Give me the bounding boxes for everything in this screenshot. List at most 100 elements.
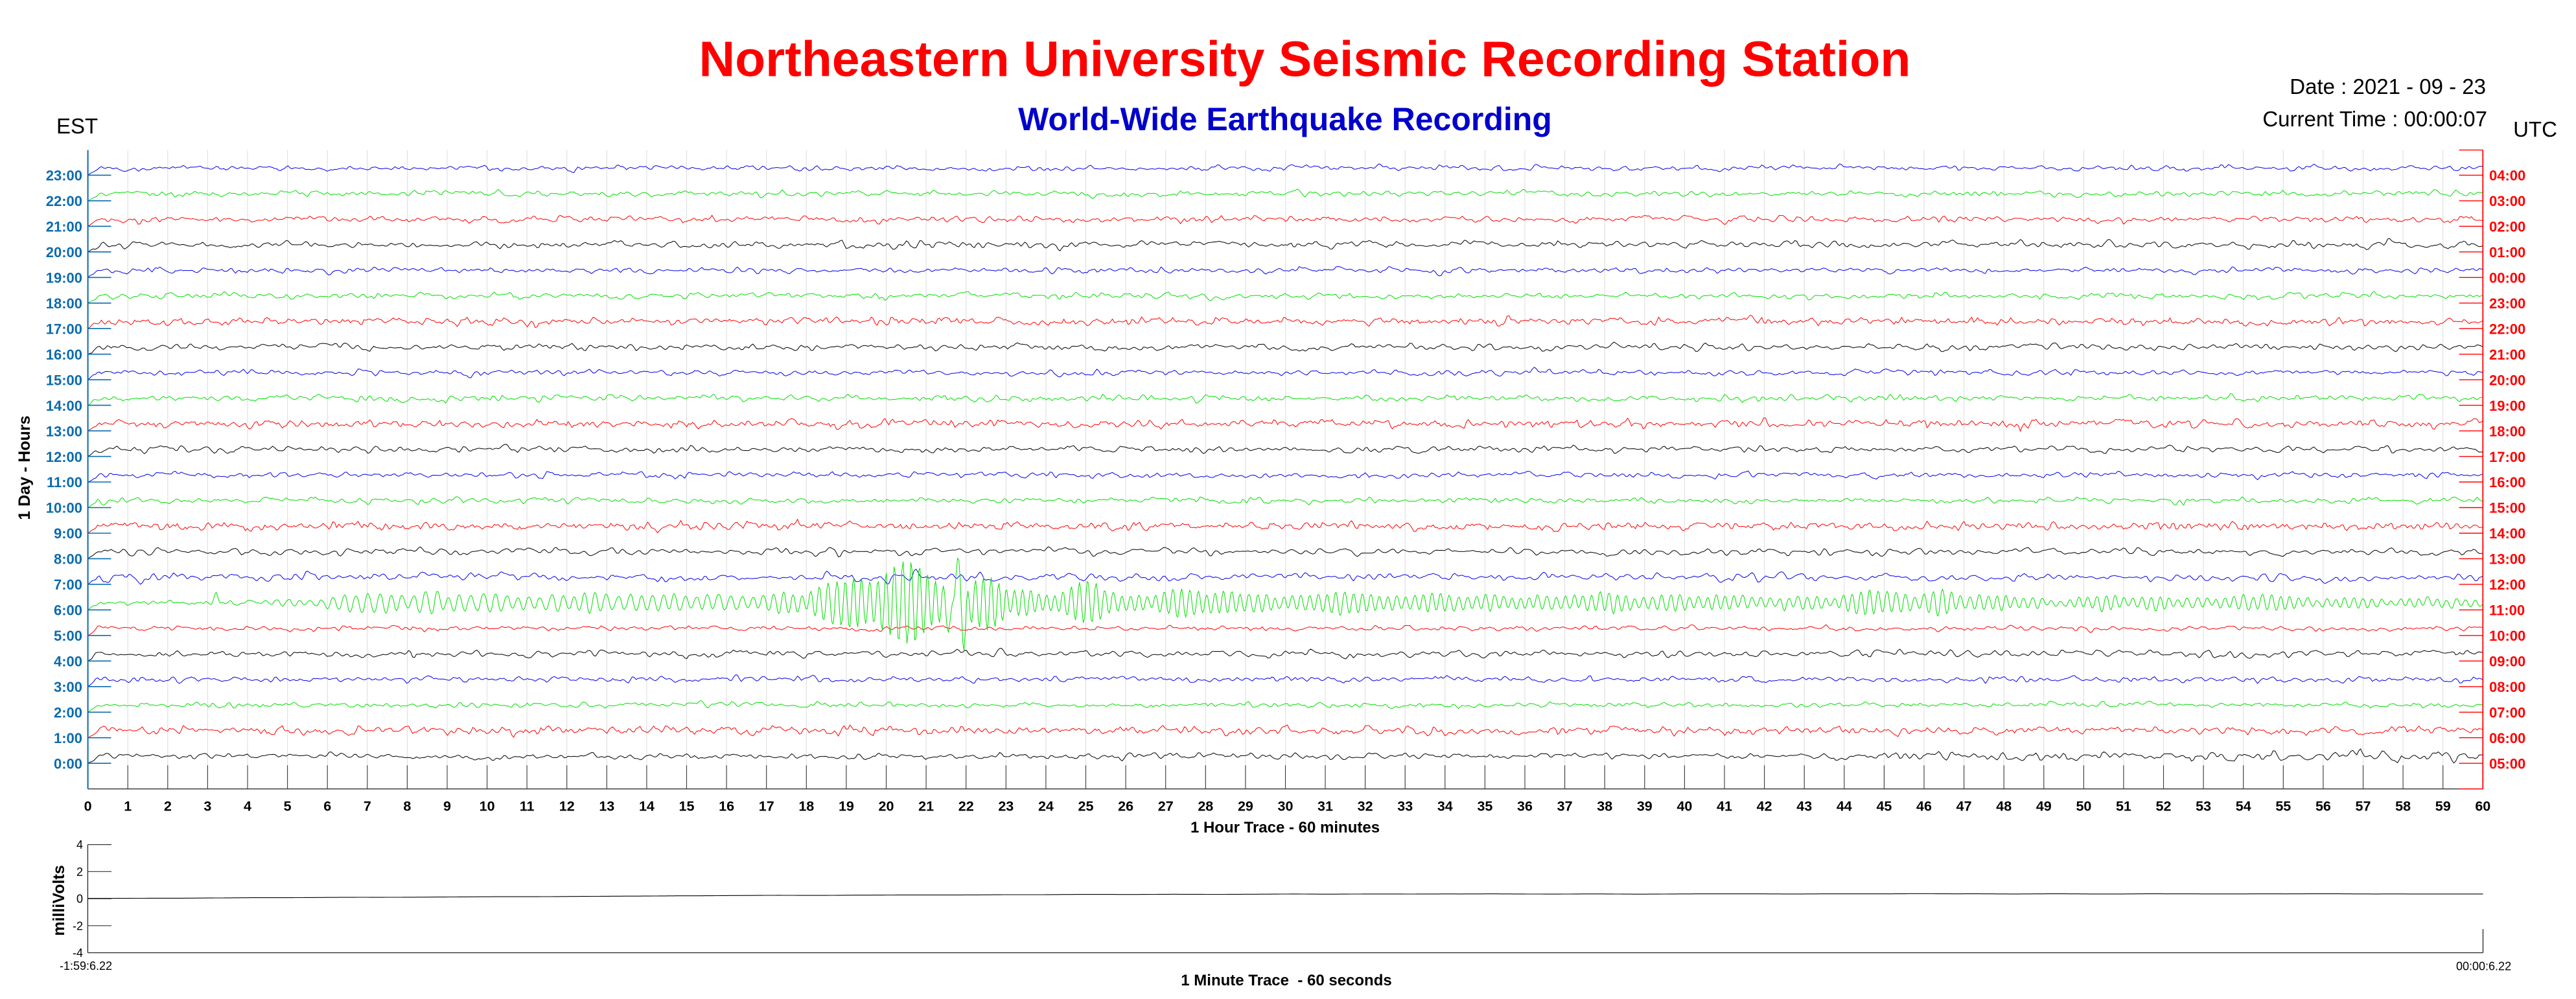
svg-text:15:00: 15:00 [46,372,82,388]
svg-text:20: 20 [879,799,894,814]
svg-text:14:00: 14:00 [2489,525,2525,542]
svg-text:0: 0 [84,799,92,814]
svg-text:35: 35 [1477,799,1492,814]
svg-text:21: 21 [918,799,934,814]
svg-text:-1:59:6.22: -1:59:6.22 [60,959,112,972]
svg-text:22:00: 22:00 [2489,321,2525,337]
svg-text:10: 10 [480,799,495,814]
svg-text:4:00: 4:00 [54,654,82,670]
svg-text:28: 28 [1198,799,1213,814]
svg-text:14:00: 14:00 [46,398,82,414]
svg-text:47: 47 [1956,799,1972,814]
svg-text:13:00: 13:00 [46,423,82,439]
svg-text:46: 46 [1916,799,1932,814]
svg-text:23:00: 23:00 [2489,295,2525,312]
svg-text:17:00: 17:00 [2489,449,2525,465]
svg-text:40: 40 [1677,799,1692,814]
svg-text:11:00: 11:00 [2489,603,2525,619]
svg-text:0: 0 [76,893,83,906]
svg-text:-2: -2 [73,919,83,932]
svg-text:37: 37 [1557,799,1573,814]
svg-text:1:00: 1:00 [54,730,82,746]
svg-text:UTC: UTC [2513,117,2557,141]
svg-text:05:00: 05:00 [2489,755,2525,772]
svg-text:7:00: 7:00 [54,577,82,593]
svg-text:Current Time : 00:00:07: Current Time : 00:00:07 [2262,107,2487,131]
svg-text:51: 51 [2116,799,2131,814]
svg-text:53: 53 [2196,799,2211,814]
svg-text:1 Hour Trace - 60 minutes: 1 Hour Trace - 60 minutes [1190,819,1380,836]
svg-text:4: 4 [76,838,83,851]
svg-text:17:00: 17:00 [46,321,82,337]
svg-text:18:00: 18:00 [2489,423,2525,439]
svg-text:18: 18 [798,799,814,814]
svg-text:00:00: 00:00 [2489,270,2525,286]
svg-text:-4: -4 [73,947,83,959]
svg-text:23: 23 [998,799,1014,814]
svg-text:14: 14 [639,799,655,814]
svg-text:02:00: 02:00 [2489,219,2525,235]
svg-text:48: 48 [1996,799,2012,814]
svg-text:5: 5 [284,799,292,814]
svg-text:03:00: 03:00 [2489,193,2525,209]
svg-text:59: 59 [2435,799,2451,814]
svg-text:18:00: 18:00 [46,295,82,312]
svg-text:16:00: 16:00 [46,347,82,363]
svg-text:56: 56 [2315,799,2331,814]
svg-text:50: 50 [2076,799,2091,814]
svg-text:22: 22 [958,799,974,814]
svg-text:20:00: 20:00 [2489,372,2525,388]
svg-text:21:00: 21:00 [46,219,82,235]
svg-text:10:00: 10:00 [46,500,82,516]
svg-text:07:00: 07:00 [2489,705,2525,721]
svg-text:34: 34 [1437,799,1453,814]
svg-text:6:00: 6:00 [54,603,82,619]
svg-text:31: 31 [1317,799,1333,814]
svg-text:17: 17 [759,799,774,814]
svg-text:30: 30 [1278,799,1294,814]
svg-text:EST: EST [56,114,98,138]
svg-text:57: 57 [2356,799,2371,814]
svg-text:Date : 2021 - 09 - 23: Date : 2021 - 09 - 23 [2290,75,2486,98]
svg-text:24: 24 [1038,799,1054,814]
svg-text:16: 16 [719,799,734,814]
svg-text:10:00: 10:00 [2489,628,2525,644]
svg-text:39: 39 [1637,799,1653,814]
svg-text:3: 3 [203,799,211,814]
svg-text:04:00: 04:00 [2489,168,2525,184]
svg-text:32: 32 [1358,799,1373,814]
svg-text:60: 60 [2475,799,2490,814]
svg-text:09:00: 09:00 [2489,654,2525,670]
svg-text:0:00: 0:00 [54,755,82,772]
svg-text:milliVolts: milliVolts [50,865,68,936]
svg-text:55: 55 [2275,799,2291,814]
svg-text:19: 19 [839,799,854,814]
svg-text:2: 2 [164,799,172,814]
svg-text:23:00: 23:00 [46,168,82,184]
svg-text:01:00: 01:00 [2489,244,2525,260]
svg-text:1: 1 [124,799,132,814]
svg-text:15: 15 [679,799,695,814]
svg-text:33: 33 [1397,799,1413,814]
svg-text:41: 41 [1717,799,1732,814]
svg-text:8: 8 [403,799,411,814]
svg-text:42: 42 [1757,799,1772,814]
svg-text:44: 44 [1837,799,1852,814]
svg-text:World-Wide Earthquake Recordin: World-Wide Earthquake Recording [1018,101,1552,137]
svg-text:26: 26 [1118,799,1133,814]
svg-text:54: 54 [2236,799,2251,814]
svg-text:38: 38 [1597,799,1612,814]
svg-text:36: 36 [1517,799,1533,814]
svg-text:5:00: 5:00 [54,628,82,644]
svg-text:15:00: 15:00 [2489,500,2525,516]
svg-text:Northeastern University Seismi: Northeastern University Seismic Recordin… [699,32,1911,87]
svg-text:2:00: 2:00 [54,705,82,721]
svg-text:29: 29 [1238,799,1253,814]
svg-text:58: 58 [2395,799,2411,814]
svg-text:27: 27 [1158,799,1174,814]
svg-text:2: 2 [76,866,83,878]
svg-text:19:00: 19:00 [2489,398,2525,414]
svg-text:11: 11 [520,799,535,814]
svg-text:21:00: 21:00 [2489,347,2525,363]
svg-text:08:00: 08:00 [2489,679,2525,695]
